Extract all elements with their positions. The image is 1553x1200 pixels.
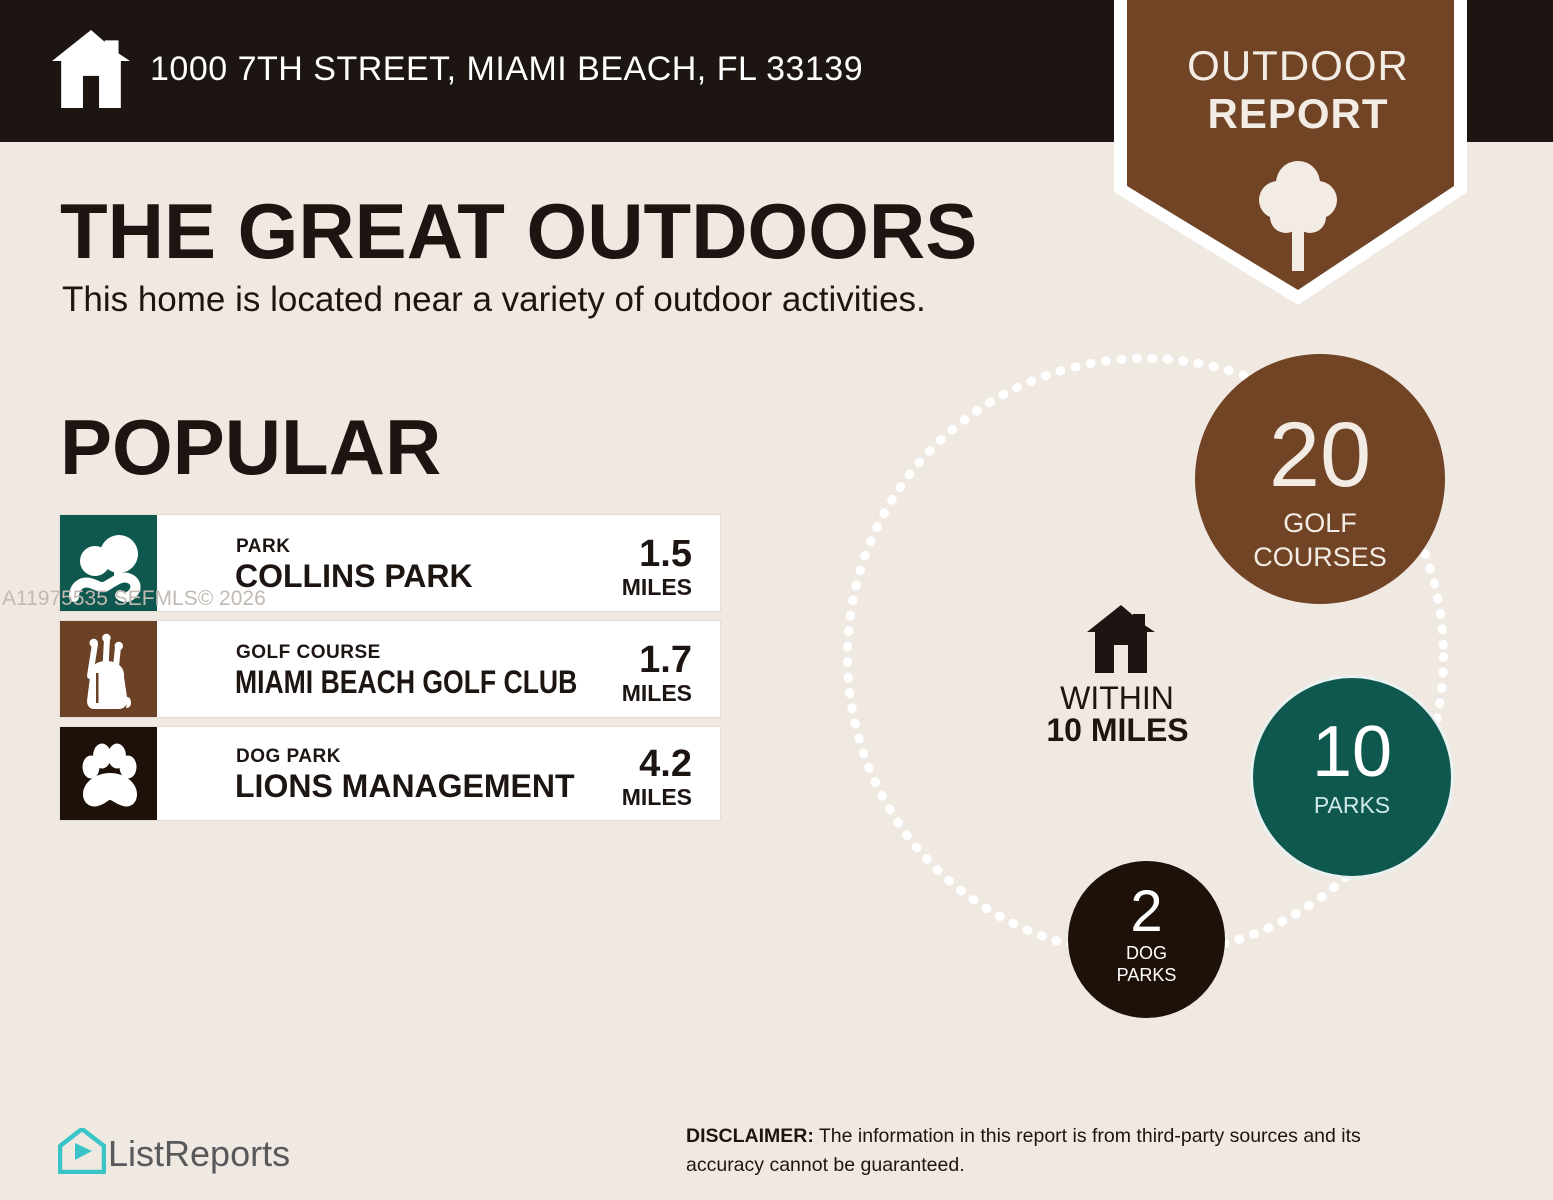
svg-text:REPORT: REPORT	[1207, 90, 1388, 137]
svg-text:OUTDOOR: OUTDOOR	[1187, 42, 1409, 89]
